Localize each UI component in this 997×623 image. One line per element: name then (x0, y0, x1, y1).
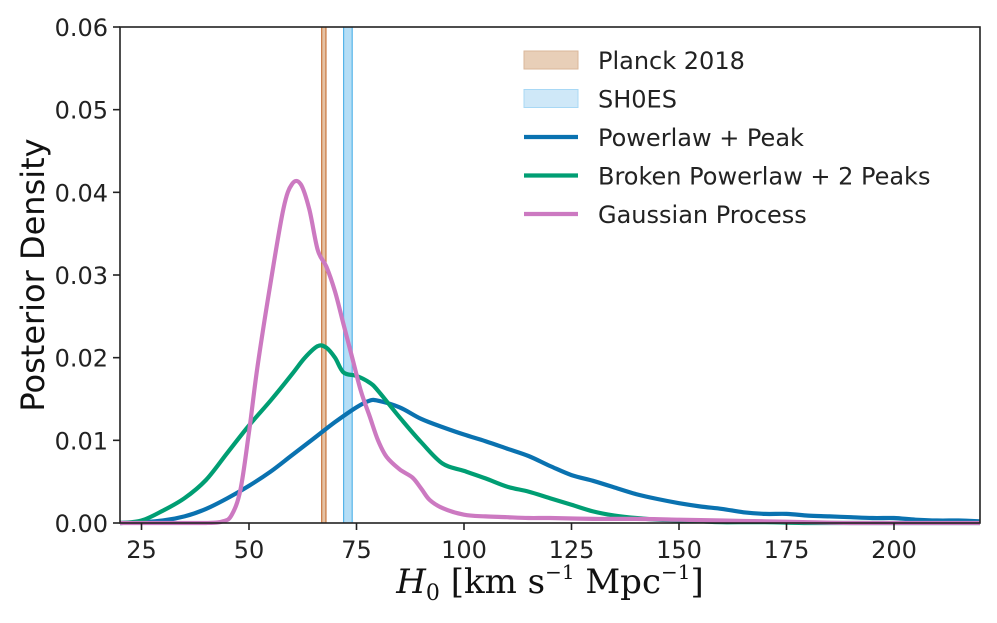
y-tick-label: 0.02 (55, 345, 108, 373)
band-sh0es (343, 27, 353, 523)
legend-label: SH0ES (598, 86, 677, 114)
y-tick-label: 0.05 (55, 97, 108, 125)
y-tick-label: 0.03 (55, 262, 108, 290)
x-tick-label: 200 (871, 536, 917, 564)
legend-label: Powerlaw + Peak (598, 124, 804, 152)
legend-swatch (523, 50, 579, 70)
x-tick-label: 75 (341, 536, 372, 564)
x-tick-label: 150 (656, 536, 702, 564)
legend-label: Broken Powerlaw + 2 Peaks (598, 163, 930, 191)
legend-swatch (523, 89, 579, 108)
band-fill (343, 27, 353, 523)
x-tick-label: 50 (234, 536, 265, 564)
x-axis-label: H0 [km s−1 Mpc−1] (395, 560, 704, 606)
legend-label: Gaussian Process (598, 201, 807, 229)
x-tick-label: 175 (764, 536, 810, 564)
legend-item-gaussian-process: Gaussian Process (524, 201, 807, 229)
x-tick-label: 25 (126, 536, 157, 564)
y-tick-label: 0.04 (55, 179, 108, 207)
legend-label: Planck 2018 (598, 47, 745, 75)
x-tick-label: 125 (549, 536, 595, 564)
x-axis-ticks: 25 50 75 100 125 150 175 200 (126, 523, 917, 564)
legend: Planck 2018 SH0ES Powerlaw + Peak Broken Po… (523, 47, 930, 229)
legend-item-broken-powerlaw-2-peaks: Broken Powerlaw + 2 Peaks (524, 163, 930, 191)
y-tick-label: 0.00 (55, 510, 108, 538)
legend-item-powerlaw-peak: Powerlaw + Peak (524, 124, 804, 152)
series-gaussian-process (119, 178, 980, 526)
band-planck-2018 (321, 27, 327, 523)
legend-item-sh0es: SH0ES (523, 86, 677, 114)
y-axis-label: Posterior Density (14, 138, 52, 411)
x-tick-label: 100 (441, 536, 487, 564)
series-lines (119, 178, 981, 526)
band-fill (321, 27, 326, 523)
y-tick-label: 0.06 (55, 14, 108, 42)
y-axis-ticks: 0.00 0.01 0.02 0.03 0.04 0.05 0.06 (55, 14, 120, 538)
y-tick-label: 0.01 (55, 427, 108, 455)
series-powerlaw-peak (119, 397, 981, 526)
reference-bands (321, 27, 353, 523)
legend-item-planck-2018: Planck 2018 (523, 47, 745, 75)
